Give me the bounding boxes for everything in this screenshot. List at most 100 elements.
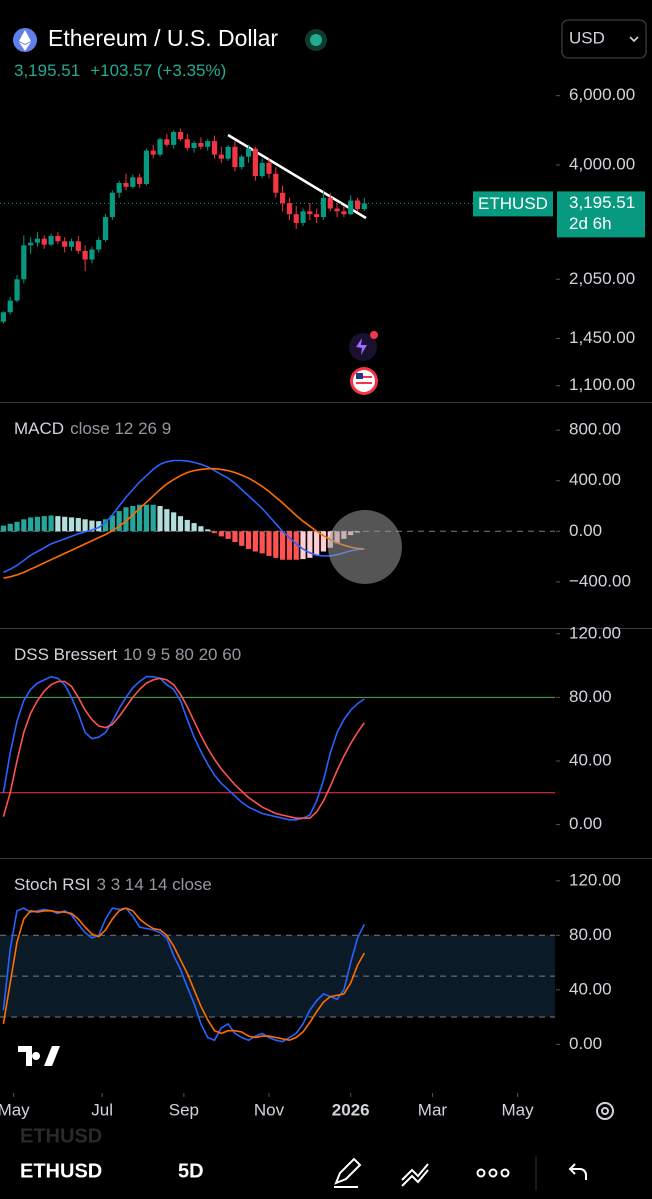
series-line <box>2 907 366 1042</box>
candle-body <box>109 192 115 218</box>
candle-body <box>82 250 88 260</box>
candle-body <box>273 173 279 193</box>
settings-icon-core <box>601 1107 609 1115</box>
candle-body <box>34 238 41 243</box>
candle-body <box>171 132 177 145</box>
indicator-params: 10 9 5 80 20 60 <box>123 645 241 664</box>
indicators-icon[interactable] <box>401 1163 429 1187</box>
more-icon[interactable] <box>476 1168 510 1178</box>
series-line <box>2 677 365 819</box>
quote-price: 3,195.51 <box>14 61 80 80</box>
candle-body <box>14 279 20 301</box>
candle-body <box>327 197 333 209</box>
y-tick-label: 1,100.00 <box>569 375 635 394</box>
draw-tool-icon[interactable] <box>334 1157 362 1188</box>
flag-stripe <box>356 382 372 384</box>
candle-body <box>211 141 218 155</box>
candle-body <box>137 177 143 184</box>
histogram-bar <box>320 531 327 552</box>
x-tick-label: 2026 <box>332 1100 370 1119</box>
candle-body <box>205 141 211 147</box>
y-tick-label: 800.00 <box>569 420 621 439</box>
candle-body <box>75 241 81 251</box>
coin-glyph <box>19 30 31 51</box>
histogram-bar <box>259 531 265 554</box>
y-tick-label: 120.00 <box>569 870 621 889</box>
plots: 6,000.00 4,000.00 2,050.00 1,450.00 1,100.00… <box>0 85 645 1119</box>
histogram-bar <box>280 531 286 560</box>
histogram-bar <box>164 509 170 532</box>
histogram-bar <box>205 529 211 532</box>
histogram-bar <box>102 519 109 532</box>
indicator-params: close 12 26 9 <box>70 419 171 438</box>
pane-title: Stoch RSI 3 3 14 14 close <box>14 875 212 894</box>
indicator-name: Stoch RSI <box>14 875 91 894</box>
histogram-bar <box>48 515 54 532</box>
candle-body <box>334 208 340 212</box>
histogram-bar <box>314 531 320 556</box>
histogram-bar <box>225 531 231 539</box>
currency-select[interactable] <box>561 19 647 59</box>
histogram-bar <box>137 504 143 532</box>
y-tick-label: 2,050.00 <box>569 269 635 288</box>
histogram-bar <box>184 519 190 532</box>
histogram-bar <box>62 516 68 532</box>
histogram-bar <box>123 507 129 532</box>
y-tick-label: 40.00 <box>569 979 612 998</box>
y-tick-label: 80.00 <box>569 687 612 706</box>
settings-icon[interactable] <box>596 1102 614 1120</box>
histogram-bar <box>143 504 150 532</box>
x-tick-label: Sep <box>169 1100 199 1119</box>
flag-canton <box>356 373 363 379</box>
histogram-bar <box>191 523 197 532</box>
candle-body <box>102 217 109 240</box>
histogram-bar <box>286 531 293 560</box>
histogram-bar <box>150 504 156 532</box>
y-tick-label: 120.00 <box>569 623 621 642</box>
toolbar-symbol[interactable]: ETHUSD <box>20 1160 102 1182</box>
y-tick-label: 0.00 <box>569 814 602 833</box>
flag-stripe <box>356 376 372 378</box>
series-line <box>2 907 366 1043</box>
candle-body <box>68 241 75 247</box>
candle-body <box>116 183 122 193</box>
candle-body <box>293 214 299 223</box>
touch-cursor <box>328 510 402 584</box>
toolbar <box>0 1146 652 1199</box>
candle-body <box>41 238 47 245</box>
histogram-bar <box>273 531 279 558</box>
histogram-bar <box>82 519 88 532</box>
histogram-bar <box>252 531 258 552</box>
candle-body <box>232 146 238 168</box>
candle-body <box>96 239 102 250</box>
price-tag-countdown: 2d 6h <box>569 214 612 233</box>
candle-body <box>286 203 293 215</box>
x-tick-label: May <box>0 1100 30 1119</box>
pane-title: DSS Bressert 10 9 5 80 20 60 <box>14 645 241 664</box>
series-line <box>3 467 365 579</box>
market-status-dot <box>310 34 322 46</box>
candle-body <box>123 183 129 187</box>
toolbar-interval[interactable]: 5D <box>178 1160 204 1182</box>
candle-body <box>55 236 61 242</box>
y-tick-label: 0.00 <box>569 1034 602 1053</box>
histogram-bar <box>300 531 306 560</box>
candle-body <box>361 203 367 210</box>
price-tag-box <box>557 191 645 238</box>
indicator-params: 3 3 14 14 close <box>97 875 212 894</box>
candle-body <box>7 300 13 313</box>
x-tick-label: Nov <box>254 1100 285 1119</box>
histogram-bar <box>130 506 136 532</box>
histogram-bar <box>41 516 47 532</box>
undo-icon[interactable] <box>568 1163 587 1180</box>
symbol-title[interactable]: Ethereum / U.S. Dollar <box>48 25 278 51</box>
candle-body <box>300 211 306 223</box>
quote-change: +103.57 (+3.35%) <box>90 61 226 80</box>
indicator-name: MACD <box>14 419 64 438</box>
candle-body <box>239 156 245 168</box>
y-tick-label: 4,000.00 <box>569 154 635 173</box>
candle-body <box>198 142 204 147</box>
